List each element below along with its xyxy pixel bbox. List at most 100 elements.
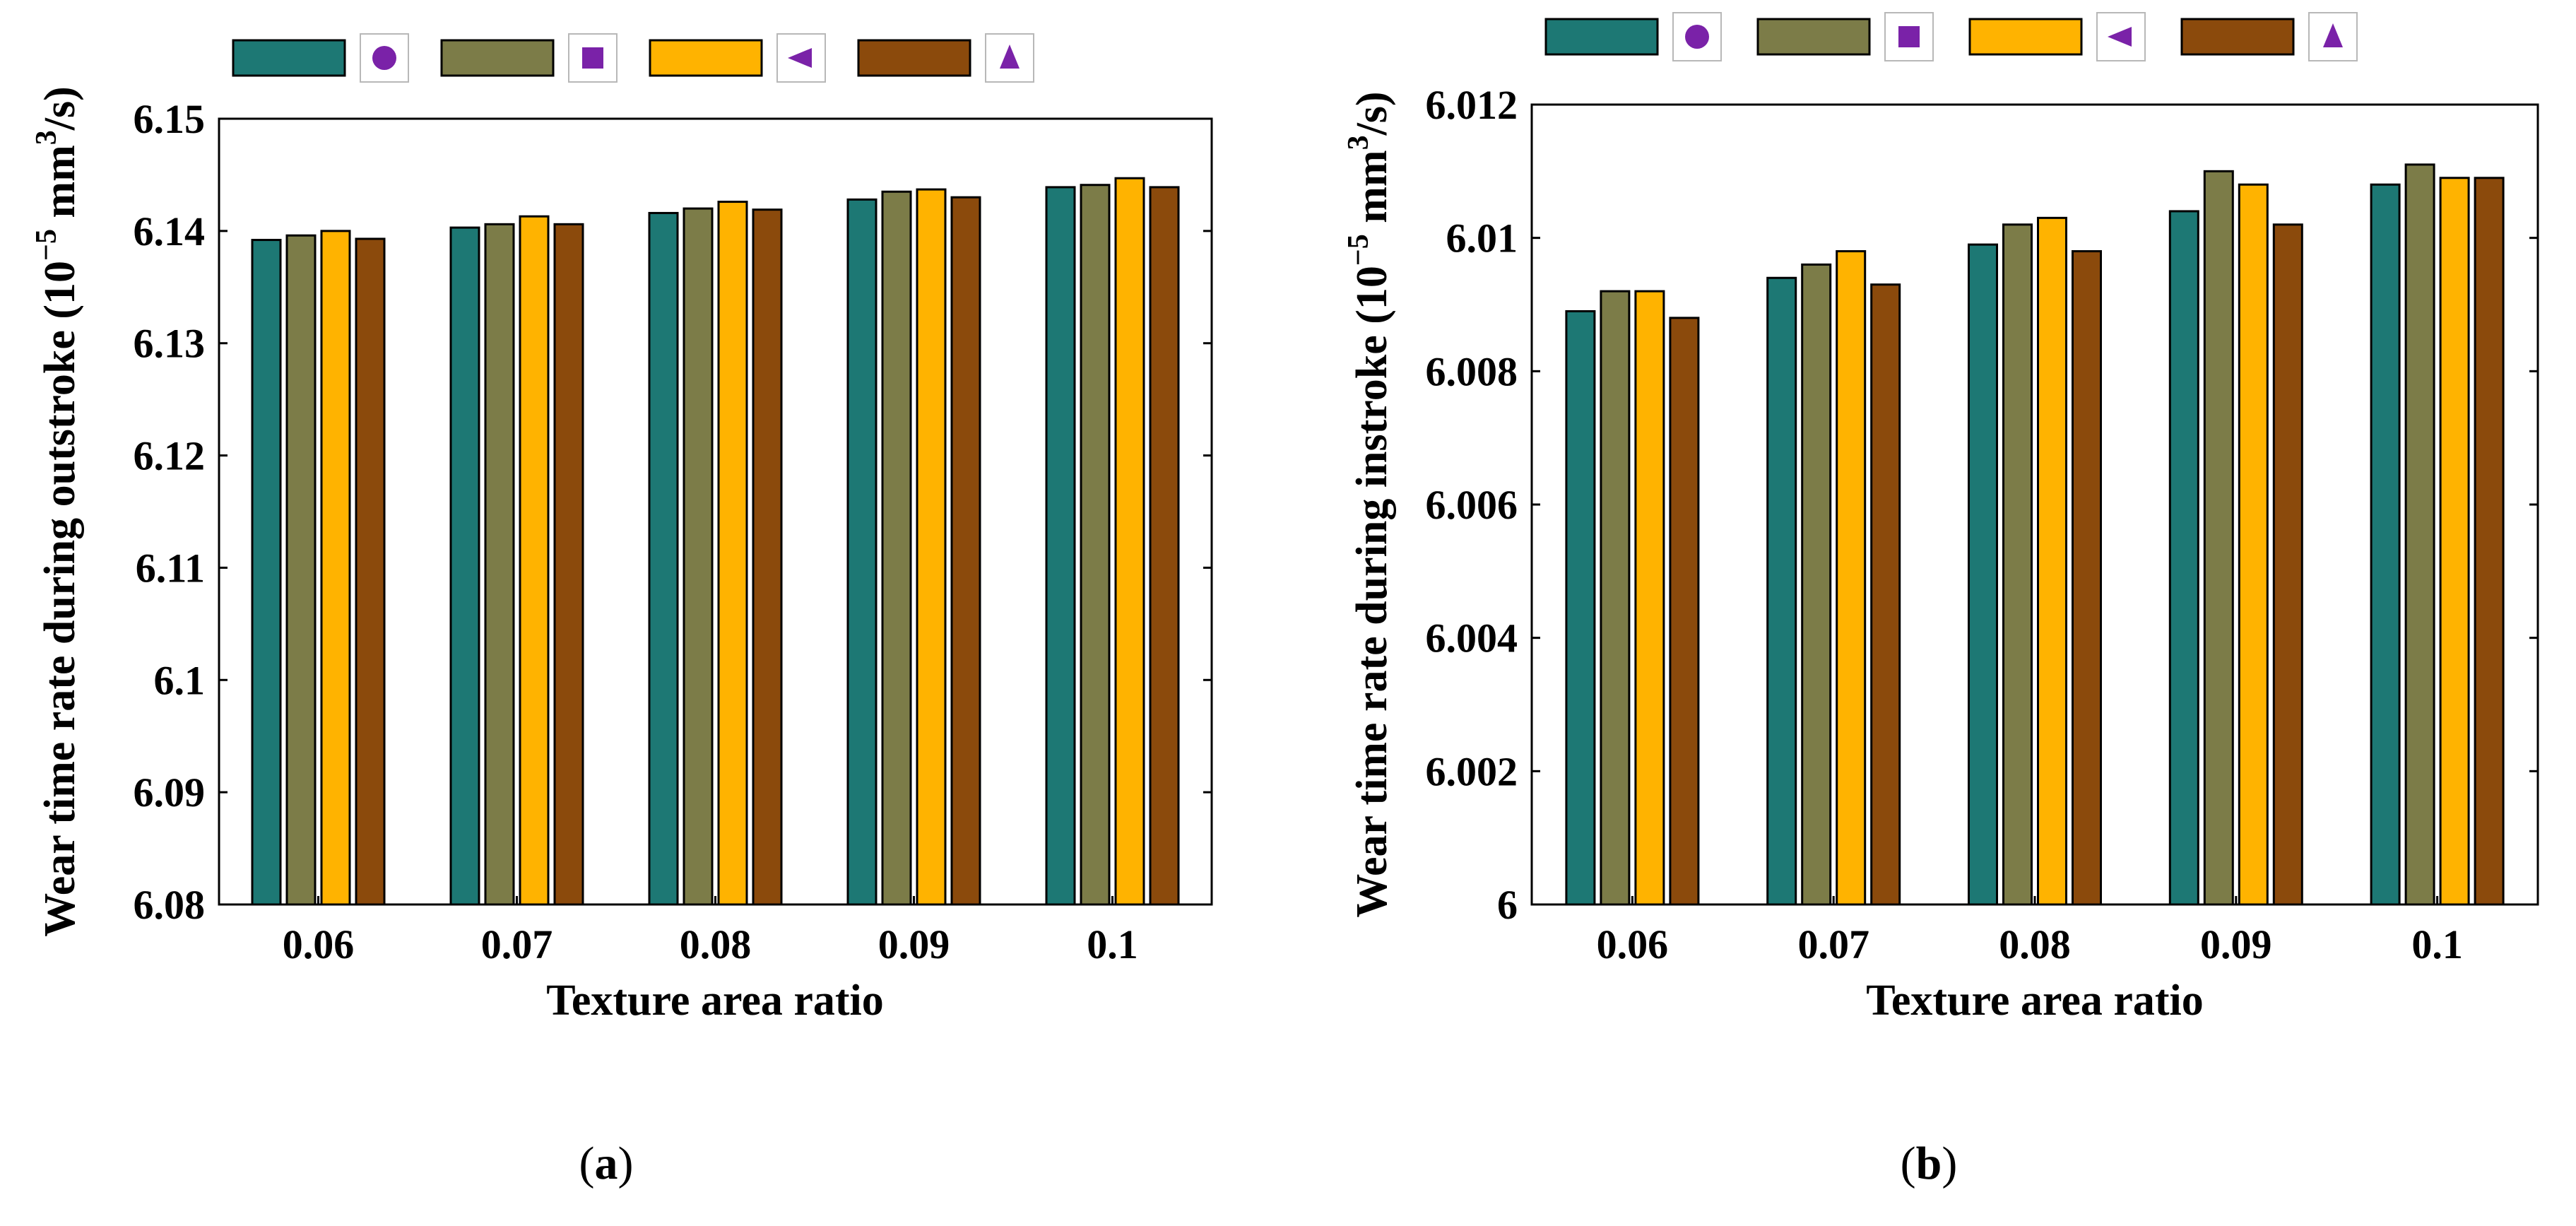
y-tick-label: 6.004: [1426, 615, 1518, 661]
y-axis-label: Wear time rate during instroke (10−5 mm3…: [1342, 91, 1396, 917]
bar: [1801, 263, 1832, 906]
square-icon: [582, 47, 603, 69]
bar: [1565, 310, 1596, 906]
legend-swatch: [649, 39, 763, 77]
bar: [2238, 183, 2269, 906]
bar: [1149, 186, 1180, 906]
bar: [2439, 177, 2470, 906]
y-tick-label: 6.08: [134, 882, 206, 928]
y-tick-label: 6.006: [1426, 482, 1518, 528]
up-triangle-icon: [1000, 45, 1020, 69]
x-tick-label: 0.09: [878, 921, 950, 967]
y-tick-label: 6.14: [134, 208, 206, 254]
x-tick-label: 0.07: [1797, 921, 1869, 967]
bar: [950, 196, 981, 906]
legend-swatch: [1968, 18, 2083, 56]
bar: [2203, 170, 2234, 906]
panel-label: (b): [1901, 1138, 1958, 1189]
bar-group: [1565, 163, 2505, 906]
legend-swatch: [2180, 18, 2295, 56]
bar: [1766, 276, 1797, 906]
y-axis-label: Wear time rate during outstroke (10−5 mm…: [30, 86, 84, 937]
bar: [2474, 177, 2505, 906]
x-tick-label: 0.08: [1999, 921, 2071, 967]
bar: [881, 190, 912, 906]
legend-marker-box: [2096, 12, 2146, 61]
y-axis-ticks: 6 6.002 6.004 6.006 6.008 6.01 6.012: [1426, 82, 2538, 928]
up-triangle-icon: [2323, 23, 2343, 47]
left-triangle-icon: [2108, 27, 2132, 47]
x-tick-label: 0.06: [283, 921, 355, 967]
legend-swatch: [857, 39, 971, 77]
y-tick-label: 6.1: [154, 657, 206, 703]
bar: [2370, 183, 2401, 906]
left-triangle-icon: [788, 48, 812, 68]
bar: [2002, 223, 2033, 906]
x-tick-label: 0.06: [1597, 921, 1669, 967]
legend-swatch: [232, 39, 346, 77]
bar: [320, 230, 351, 906]
y-tick-label: 6.11: [136, 545, 205, 591]
x-tick-label: 0.07: [481, 921, 553, 967]
y-tick-label: 6.09: [134, 770, 206, 815]
bar: [519, 215, 550, 906]
bar: [916, 188, 947, 906]
y-axis-label-unit: mm: [1348, 150, 1396, 234]
bar: [484, 223, 515, 906]
y-axis-label-text: Wear time rate during instroke (10: [1348, 266, 1396, 917]
bar: [717, 201, 748, 906]
bar: [251, 239, 282, 906]
legend-swatch: [1544, 18, 1659, 56]
bar: [2168, 210, 2199, 906]
bar: [752, 208, 783, 906]
legend: [1544, 12, 2358, 61]
y-tick-label: 6.002: [1426, 748, 1518, 794]
y-axis-label-exponent: −5: [30, 229, 63, 261]
legend-swatch: [440, 39, 555, 77]
bar: [1045, 186, 1076, 906]
panel-label-close: ): [1942, 1138, 1957, 1189]
circle-icon: [1685, 25, 1709, 49]
panel-label-open: (: [1901, 1138, 1916, 1189]
bar: [553, 223, 584, 906]
x-axis-ticks: 0.06 0.07 0.08 0.09 0.1: [1597, 896, 2463, 967]
bar: [2037, 216, 2067, 906]
y-tick-label: 6.01: [1446, 216, 1518, 261]
bar: [1080, 184, 1111, 906]
panel-label-close: ): [618, 1138, 634, 1189]
bar: [1870, 283, 1901, 906]
bar: [2404, 163, 2435, 906]
y-axis-label-exponent: −5: [1342, 234, 1375, 266]
y-axis-label-unit-exponent: 3: [1342, 135, 1375, 150]
y-axis-label-text: Wear time rate during outstroke (10: [36, 261, 84, 937]
panel-label-letter: b: [1916, 1138, 1942, 1189]
y-axis-label-unit: mm: [36, 145, 84, 229]
chart-panel-a: 6.08 6.09 6.1 6.11 6.12 6.13 6.14 6.15 0.06 0.07…: [30, 33, 1213, 1189]
y-tick-label: 6.13: [134, 321, 206, 367]
x-axis-ticks: 0.06 0.07 0.08 0.09 0.1: [283, 896, 1138, 967]
y-tick-label: 6.012: [1426, 82, 1518, 128]
legend: [232, 33, 1034, 83]
y-tick-label: 6.12: [134, 433, 206, 479]
bar: [2272, 223, 2303, 906]
bar: [1634, 290, 1665, 906]
y-axis-label-end: /s): [36, 86, 84, 131]
bar: [1114, 177, 1145, 906]
bar: [355, 237, 386, 906]
bar: [648, 211, 679, 906]
y-tick-label: 6: [1497, 882, 1518, 928]
panel-label-open: (: [579, 1138, 595, 1189]
y-axis-label-unit-exponent: 3: [30, 130, 63, 145]
bar: [1600, 290, 1631, 906]
x-tick-label: 0.1: [2411, 921, 2463, 967]
panel-label: (a): [579, 1138, 634, 1189]
bar: [683, 207, 714, 906]
bar: [2072, 250, 2102, 906]
bar: [285, 234, 317, 906]
x-axis-label: Texture area ratio: [546, 977, 884, 1025]
y-tick-label: 6.008: [1426, 348, 1518, 394]
legend-swatch: [1756, 18, 1871, 56]
circle-icon: [372, 46, 396, 70]
bar-group: [251, 177, 1180, 906]
